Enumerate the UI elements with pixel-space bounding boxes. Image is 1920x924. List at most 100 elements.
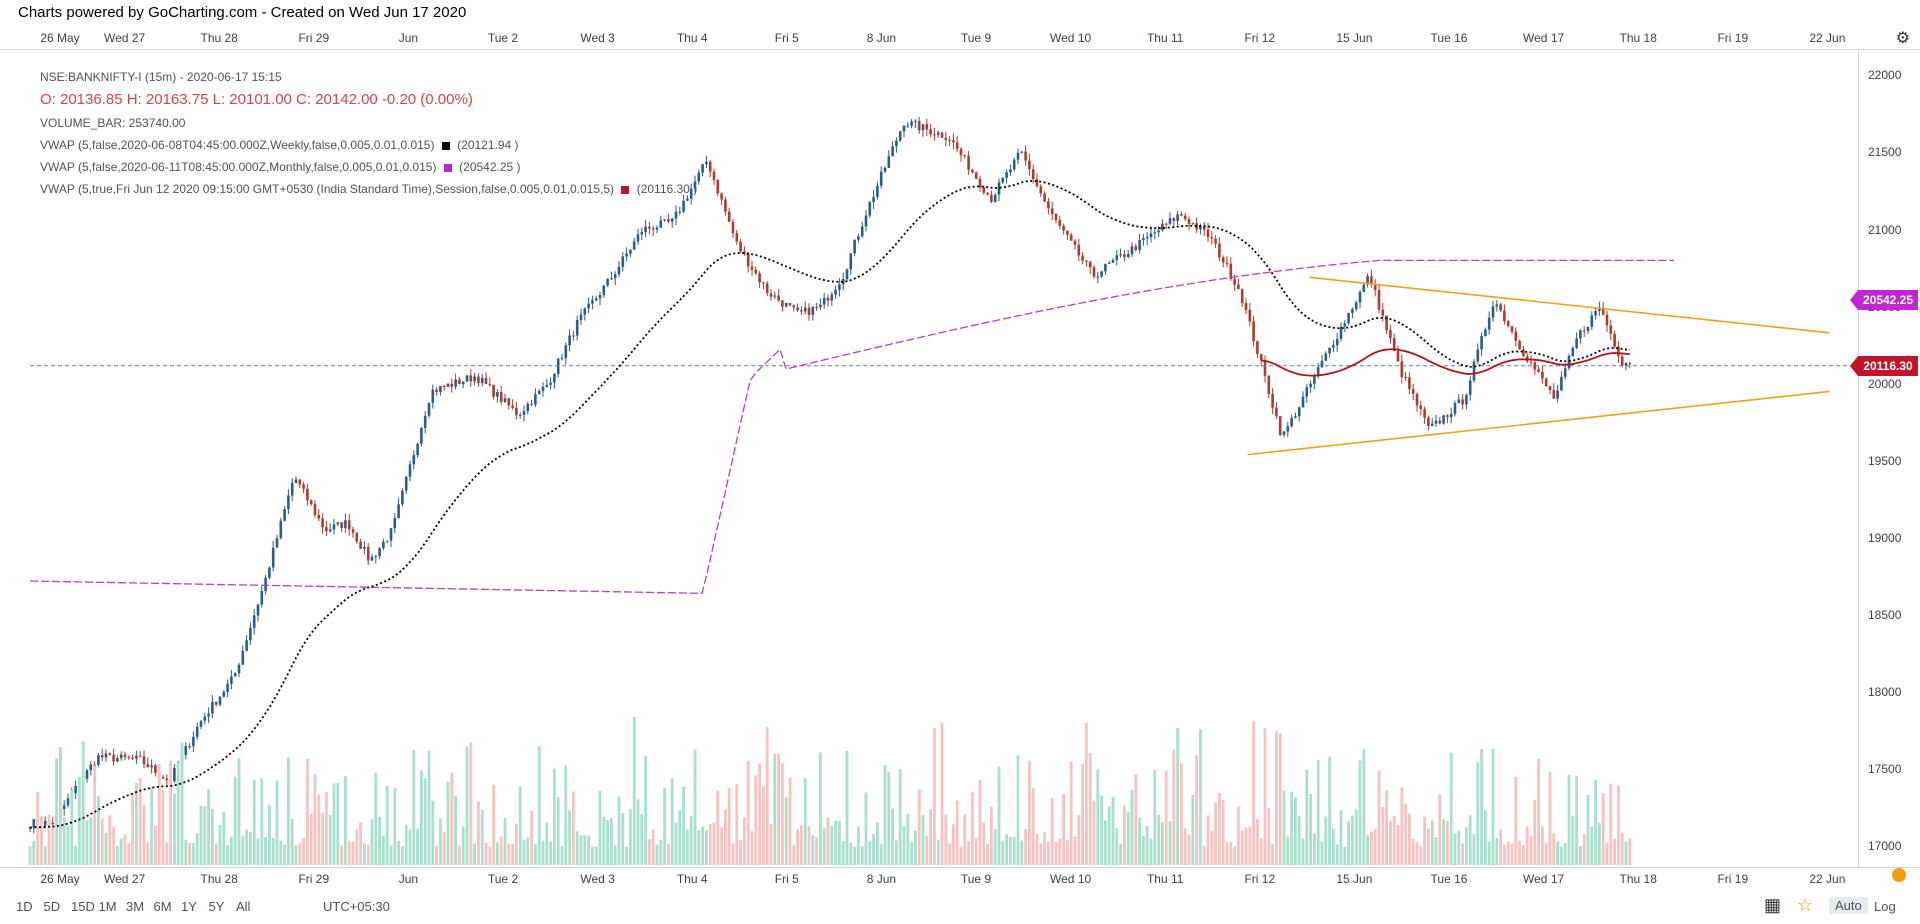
volume-bar xyxy=(1085,723,1088,865)
candle-body xyxy=(769,293,773,297)
candle-body xyxy=(940,132,944,138)
star-icon[interactable]: ☆ xyxy=(1797,895,1814,915)
candle-body xyxy=(845,269,849,280)
candle-body xyxy=(1582,330,1586,332)
candle-body xyxy=(1617,346,1620,357)
volume-bar xyxy=(1263,728,1267,865)
candle-body xyxy=(344,520,347,529)
volume-bar xyxy=(682,786,685,865)
candle-body xyxy=(849,253,853,270)
timeframe-button-1y[interactable]: 1Y xyxy=(181,899,197,914)
timeframe-button-15d[interactable]: 15D xyxy=(71,899,95,914)
candle-body xyxy=(1506,321,1510,327)
candle-body xyxy=(211,701,214,714)
volume-bar xyxy=(803,778,807,865)
volume-bar xyxy=(55,758,58,865)
volume-bar xyxy=(993,828,997,865)
candle-body xyxy=(1297,407,1301,417)
auto-scale-button[interactable]: Auto xyxy=(1829,897,1868,914)
candle-body xyxy=(150,765,153,768)
candle-body xyxy=(32,819,36,828)
candle-body xyxy=(465,375,469,382)
y-axis[interactable] xyxy=(1858,50,1920,867)
y-tick-label: 21000 xyxy=(1868,222,1902,237)
candle-body xyxy=(283,509,286,521)
gear-icon[interactable]: ⚙ xyxy=(1895,30,1910,47)
timeframe-button-1d[interactable]: 1D xyxy=(16,899,33,914)
candle-body xyxy=(404,476,408,491)
volume-bar xyxy=(1552,833,1556,865)
volume-bar xyxy=(1548,771,1552,865)
timeframe-button-6m[interactable]: 6M xyxy=(153,899,172,914)
volume-bar xyxy=(1590,826,1594,865)
candle-body xyxy=(636,234,640,242)
volume-bar xyxy=(1035,833,1039,865)
volume-bar xyxy=(1001,840,1005,865)
log-scale-button[interactable]: Log xyxy=(1874,899,1896,914)
volume-bar xyxy=(1620,832,1624,865)
volume-bar xyxy=(625,846,628,865)
candle-body xyxy=(1225,262,1229,264)
volume-bar xyxy=(397,840,400,865)
volume-bar xyxy=(1161,822,1164,865)
candle-body xyxy=(1259,353,1263,361)
volume-bar xyxy=(1362,749,1366,865)
candle-body xyxy=(556,358,560,375)
legend-vwap-session-label: VWAP (5,true,Fri Jun 12 2020 09:15:00 GM… xyxy=(40,182,615,196)
candle-body xyxy=(1100,271,1103,277)
candle-body xyxy=(868,202,872,216)
volume-bar xyxy=(1415,842,1419,865)
timeframe-button-1m[interactable]: 1M xyxy=(98,899,117,914)
x-tick-label: Wed 3 xyxy=(580,872,615,886)
volume-bar xyxy=(708,823,712,865)
volume-bar xyxy=(959,846,963,865)
timeframe-button-5d[interactable]: 5D xyxy=(43,899,61,914)
volume-bar xyxy=(731,843,735,865)
candle-body xyxy=(142,756,146,765)
volume-bar xyxy=(294,845,298,865)
candle-body xyxy=(1168,218,1172,224)
volume-bar xyxy=(1563,843,1567,865)
volume-bar xyxy=(1031,788,1035,865)
timeframe-button-5y[interactable]: 5Y xyxy=(208,899,225,914)
candle-body xyxy=(306,488,309,501)
volume-bar xyxy=(1476,762,1480,865)
volume-bar xyxy=(784,797,788,865)
candle-body xyxy=(1358,291,1362,303)
candle-body xyxy=(781,300,784,307)
candle-body xyxy=(1453,402,1457,414)
timeframe-button-all[interactable]: All xyxy=(236,899,251,914)
volume-bar xyxy=(85,820,89,865)
x-tick-label: 22 Jun xyxy=(1809,872,1846,886)
trendline-upper xyxy=(1309,276,1830,334)
volume-bar xyxy=(157,764,161,865)
status-dot-icon[interactable] xyxy=(1892,868,1906,882)
volume-bar xyxy=(667,843,670,865)
candle-body xyxy=(1294,416,1297,418)
timezone-label[interactable]: UTC+05:30 xyxy=(323,899,390,914)
candle-body xyxy=(1316,367,1320,377)
volume-bar xyxy=(640,814,644,865)
volume-bar xyxy=(1506,841,1510,865)
timeframe-button-3m[interactable]: 3M xyxy=(126,899,145,914)
candle-body xyxy=(480,378,484,383)
candle-body xyxy=(1024,151,1027,161)
candle-body xyxy=(1031,169,1035,180)
volume-bar xyxy=(1180,763,1183,865)
candle-body xyxy=(100,755,104,758)
candle-body xyxy=(1594,311,1597,316)
candle-body xyxy=(1366,276,1369,285)
candle-body xyxy=(192,736,195,747)
volume-bar xyxy=(1134,774,1138,865)
candle-body xyxy=(568,335,571,346)
volume-bar xyxy=(982,822,986,865)
volume-bar xyxy=(591,846,594,865)
candle-body xyxy=(872,196,875,203)
candle-body xyxy=(518,414,522,416)
candle-body xyxy=(173,767,176,782)
volume-bar xyxy=(1244,827,1248,865)
grid-icon[interactable]: ▦ xyxy=(1764,895,1782,915)
candle-body xyxy=(154,765,157,773)
x-tick-label: Tue 16 xyxy=(1430,872,1468,886)
